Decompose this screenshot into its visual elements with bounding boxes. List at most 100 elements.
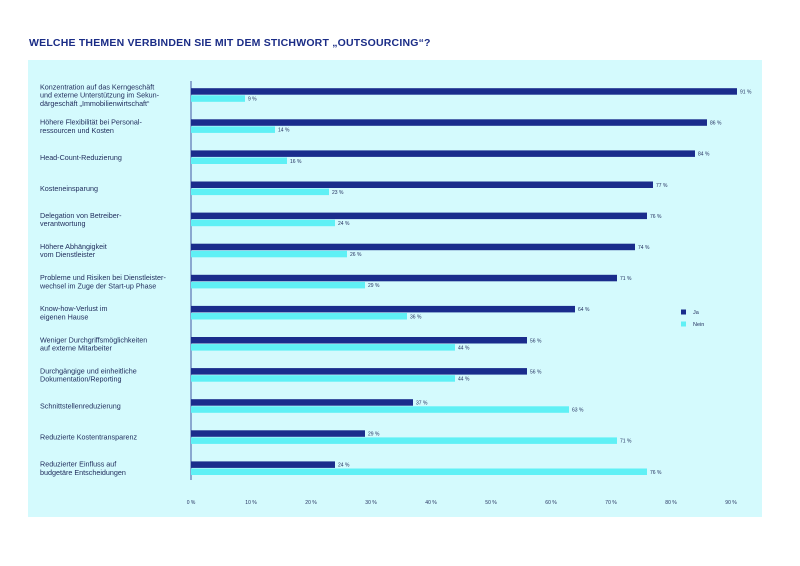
bar-ja [191,150,695,157]
value-label-nein: 29 % [368,283,380,289]
bar-nein [191,157,287,164]
bar-ja [191,212,647,220]
category-label-line: budgetäre Entscheidungen [40,468,126,477]
value-label-nein: 23 % [332,190,344,196]
value-label-nein: 26 % [350,252,362,258]
bar-ja [191,305,575,313]
category-label-line: Kosteneinsparung [40,184,98,193]
chart-title: WELCHE THEMEN VERBINDEN SIE MIT DEM STIC… [29,37,431,49]
category-label-line: Probleme und Risiken bei Dienstleister- [40,273,166,282]
category-label-line: ressourcen und Kosten [40,126,114,135]
value-label-ja: 74 % [638,245,650,251]
category-label: Reduzierte Kostentransparenz [40,433,137,442]
category-label-line: Höhere Flexibilität bei Personal- [40,118,142,127]
category-label-line: eigenen Hause [40,312,88,321]
bar-nein [191,468,647,475]
value-label-ja: 29 % [368,432,380,438]
value-label-ja: 77 % [656,183,668,189]
value-label-ja: 56 % [530,369,542,375]
bar-nein [191,188,329,196]
value-label-nein: 44 % [458,345,470,351]
bar-nein [191,313,407,320]
x-tick-label: 50 % [485,500,497,506]
bar-ja [191,119,707,126]
bar-ja [191,243,635,251]
category-label-line: wechsel im Zuge der Start-up Phase [39,281,156,290]
x-tick-label: 90 % [725,500,737,506]
category-label-line: Schnittstellenreduzierung [40,402,121,411]
category-label: Delegation von Betreiber-verantwortung [40,211,122,228]
value-label-nein: 71 % [620,439,632,445]
category-label-line: Konzentration auf das Kerngeschäft [40,82,154,91]
bar-nein [191,219,335,227]
category-label: Kosteneinsparung [40,184,98,193]
bar-chart: Konzentration auf das Kerngeschäft und ex… [39,81,752,506]
legend-swatch-ja [681,309,686,315]
bar-ja [191,430,365,437]
bar-nein [191,95,245,102]
bar-nein [191,375,455,382]
category-label: Weniger Durchgriffsmöglichkeiten auf exte… [40,335,147,352]
value-label-ja: 86 % [710,121,722,127]
category-label: Head-Count-Reduzierung [40,153,122,162]
x-tick-label: 70 % [605,500,617,506]
category-label-line: auf externe Mitarbeiter [40,344,113,353]
bar-nein [191,437,617,444]
category-label-line: verantwortung [40,219,86,228]
value-label-ja: 24 % [338,463,350,469]
value-label-ja: 76 % [650,214,662,220]
category-label-line: Head-Count-Reduzierung [40,153,122,162]
category-label-line: Delegation von Betreiber- [40,211,122,220]
category-label-line: Höhere Abhängigkeit [40,242,107,251]
chart-panel: Konzentration auf das Kerngeschäft und ex… [28,60,762,517]
value-label-ja: 56 % [530,338,542,344]
x-tick-label: 20 % [305,500,317,506]
category-label-line: Dokumentation/Reporting [40,375,122,384]
x-tick-label: 30 % [365,500,377,506]
category-label-line: Know-how-Verlust im [40,304,108,313]
value-label-ja: 71 % [620,276,632,282]
category-label-line: därgeschäft „Immobilienwirtschaft“ [40,99,150,108]
value-label-nein: 44 % [458,377,470,383]
category-label-line: Durchgängige und einheitliche [40,366,137,375]
value-label-nein: 24 % [338,221,350,227]
category-label: Reduzierter Einfluss auf budgetäre Entsch… [40,460,126,477]
x-tick-label: 60 % [545,500,557,506]
value-label-ja: 64 % [578,307,590,313]
category-label: Schnittstellenreduzierung [40,402,121,411]
category-label-line: und externe Unterstützung im Sekun- [40,91,160,100]
bar-ja [191,88,737,95]
x-tick-label: 80 % [665,500,677,506]
legend-label-ja: Ja [693,310,700,316]
category-label-line: vom Dienstleister [40,250,96,259]
value-label-ja: 91 % [740,90,752,96]
category-label: Höhere Abhängigkeit vom Dienstleister [40,242,107,259]
bar-ja [191,181,653,188]
value-label-nein: 9 % [248,97,257,103]
bar-nein [191,344,455,351]
value-label-ja: 37 % [416,401,428,407]
value-label-nein: 76 % [650,470,662,476]
x-tick-label: 10 % [245,500,257,506]
bar-ja [191,368,527,375]
bar-ja [191,337,527,344]
value-label-nein: 36 % [410,314,422,320]
bar-nein [191,281,365,289]
category-label: Konzentration auf das Kerngeschäft und ex… [40,82,160,107]
bar-ja [191,274,617,282]
category-label-line: Reduzierte Kostentransparenz [40,433,137,442]
category-label: Durchgängige und einheitliche Dokumentati… [40,366,137,383]
value-label-ja: 84 % [698,152,710,158]
category-label-line: Weniger Durchgriffsmöglichkeiten [40,335,147,344]
category-label: Höhere Flexibilität bei Personal-ressour… [40,118,142,135]
category-label: Probleme und Risiken bei Dienstleister-w… [39,273,166,290]
value-label-nein: 14 % [278,128,290,134]
value-label-nein: 63 % [572,408,584,414]
bar-nein [191,406,569,413]
legend-swatch-nein [681,321,686,327]
category-label: Know-how-Verlust im eigenen Hause [40,304,108,321]
bar-nein [191,126,275,133]
x-tick-label: 0 % [187,500,196,506]
x-tick-label: 40 % [425,500,437,506]
bar-ja [191,399,413,406]
